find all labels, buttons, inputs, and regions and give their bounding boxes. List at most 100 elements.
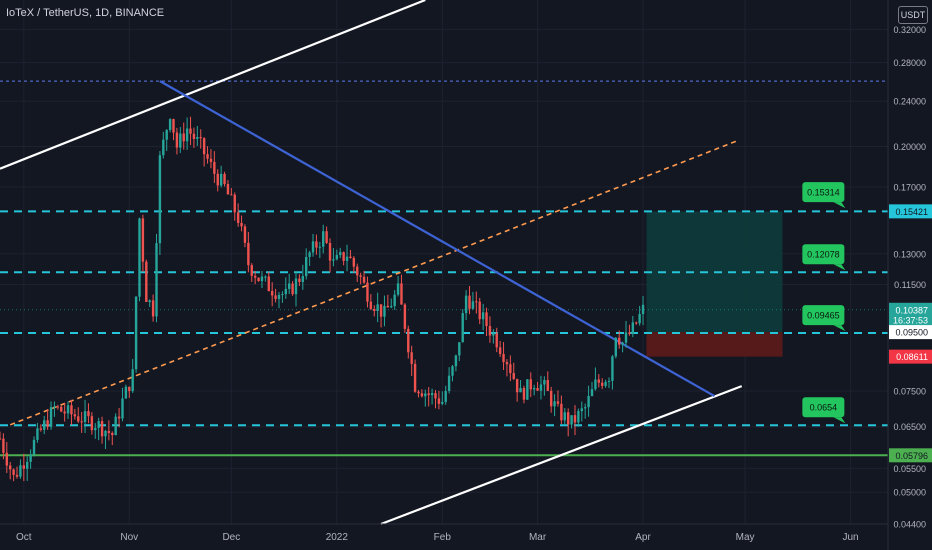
candle [240, 215, 243, 232]
price-axis-marker-label: 0.05796 [895, 451, 928, 461]
time-tick-label: Feb [434, 532, 452, 543]
candle [209, 149, 213, 169]
candle-body [284, 288, 287, 295]
candle-body [417, 391, 420, 394]
candle-body [601, 382, 604, 386]
price-axis-marker[interactable]: 0.09500 [889, 325, 932, 340]
candle-body [298, 278, 301, 283]
candle-body [441, 401, 444, 404]
price-callout[interactable]: 0.15314 [802, 182, 846, 209]
candle-body [165, 130, 168, 140]
price-axis-marker[interactable]: 0.15421 [889, 204, 932, 219]
candle [22, 453, 26, 482]
candle [424, 389, 427, 407]
price-callout[interactable]: 0.12078 [802, 244, 846, 271]
candle-body [43, 420, 46, 430]
candle-body [63, 411, 66, 414]
candle [70, 399, 73, 426]
candle-body [349, 256, 352, 258]
symbol-title: IoTeX / TetherUS, 1D, BINANCE [6, 7, 165, 19]
candle-body [553, 401, 556, 407]
candle-body [15, 474, 19, 477]
candle [117, 407, 121, 428]
candle-body [12, 469, 15, 475]
candle-body [87, 411, 90, 417]
candle [165, 129, 168, 151]
lower-channel-line[interactable] [380, 385, 743, 526]
candle [43, 415, 46, 435]
candle [379, 304, 383, 328]
candle-body [583, 407, 587, 409]
candle-body [352, 257, 356, 267]
candle-body [393, 294, 396, 307]
upper-channel-line[interactable] [0, 0, 426, 170]
price-axis-marker[interactable]: 0.05796 [889, 448, 932, 463]
candle [223, 171, 226, 187]
price-axis-marker-label: 0.08611 [896, 352, 928, 362]
time-tick-label: Dec [222, 532, 240, 543]
time-tick-label: Oct [16, 532, 32, 543]
candle [199, 129, 202, 149]
candle-body [223, 173, 226, 184]
candle-body [335, 254, 339, 260]
candle [253, 270, 257, 285]
candle [32, 436, 36, 457]
candle [287, 273, 291, 295]
candle [471, 291, 475, 310]
candle [437, 390, 441, 410]
candle-body [281, 294, 284, 296]
callout-label: 0.15314 [807, 188, 840, 198]
candle [15, 466, 19, 479]
candle-body [111, 432, 114, 436]
price-callout[interactable]: 0.09465 [802, 305, 846, 332]
candle-body [26, 461, 29, 469]
candle [451, 364, 454, 382]
candle [284, 277, 287, 299]
candle-body [260, 276, 264, 282]
candle-body [104, 430, 107, 437]
candle [396, 276, 400, 297]
price-callout[interactable]: 0.0654 [802, 397, 846, 424]
candle [458, 342, 461, 362]
candle-body [185, 128, 189, 142]
candle-body [36, 428, 39, 440]
candle [604, 379, 607, 388]
candle [301, 264, 305, 290]
candle [641, 296, 645, 326]
currency-button[interactable]: USDT [898, 6, 928, 24]
candle-body [230, 194, 233, 196]
candle [362, 270, 366, 284]
candle-body [386, 305, 390, 308]
candle [464, 290, 468, 321]
candle [386, 294, 390, 308]
candle-body [573, 415, 577, 423]
candle-body [294, 278, 298, 295]
candle [226, 180, 230, 195]
candle [410, 345, 413, 376]
stop-zone [646, 332, 783, 357]
candle [597, 374, 601, 388]
candle-body [305, 256, 308, 277]
candle-body [56, 406, 60, 408]
candle [492, 329, 495, 344]
candle-body [70, 405, 73, 415]
candle [420, 389, 424, 398]
candle-body [196, 137, 199, 139]
candle [308, 250, 311, 266]
candle [175, 127, 179, 155]
candle-body [73, 414, 77, 417]
candle-body [97, 421, 100, 428]
candle [131, 358, 134, 393]
candle-body [604, 381, 607, 386]
candle [345, 244, 349, 272]
price-axis-marker[interactable]: 0.08611 [889, 349, 932, 364]
candle-body [199, 137, 202, 139]
candle [12, 468, 15, 482]
candle-body [505, 362, 509, 365]
candle [570, 415, 573, 429]
candle [369, 294, 373, 311]
candle-body [373, 308, 376, 311]
candle-body [566, 412, 570, 425]
